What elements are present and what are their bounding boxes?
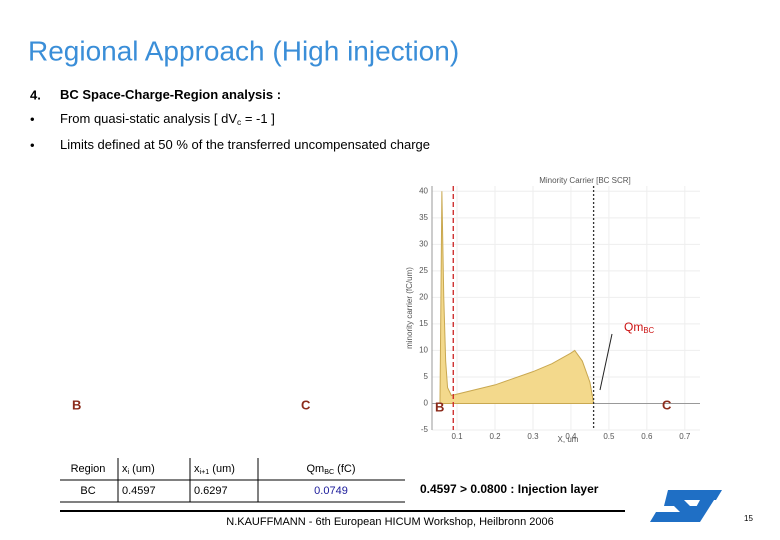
bullet-marker: • [30,137,35,152]
x-axis-label: X, um [558,435,579,444]
table-cell: 0.0749 [314,485,348,497]
y-tick-label: 0 [424,399,429,408]
rich-text: From quasi-static analysis [ dVc = -1 ] [60,111,275,127]
chart-annotation: C [662,397,672,412]
table-cell: 0.6297 [194,485,228,497]
y-tick-label: 35 [419,213,428,222]
rich-text: xi+1 (um) [194,463,235,476]
rich-text: QmBC [624,320,655,335]
text-tail: (um) [129,463,155,475]
st-logo [650,490,722,522]
y-tick-label: 30 [419,239,428,248]
table-cell: BC [80,485,95,497]
text-sub: i [128,468,130,476]
region-label: B [72,397,81,412]
y-tick-label: 10 [419,346,428,355]
text-main: Region [71,463,106,475]
x-tick-label: 0.2 [489,432,501,441]
text-sub: c [237,117,241,127]
table-cell: 0.4597 [122,485,156,497]
y-tick-label: 40 [419,186,428,195]
area [439,191,595,404]
x-tick-label: 0.4 [565,432,577,441]
x-tick-label: 0.1 [451,432,463,441]
chart-annotation: B [435,399,444,414]
text-tail: (fC) [334,463,355,475]
footer-text: N.KAUFFMANN - 6th European HICUM Worksho… [226,516,553,528]
note: 0.4597 > 0.0800 : Injection layer [420,482,599,496]
y-tick-label: 25 [419,266,428,275]
y-tick-label: 5 [424,372,429,381]
x-tick-label: 0.5 [603,432,615,441]
text-main: x [194,463,200,475]
bullet-marker: 4. [30,87,41,102]
rich-text: BC Space-Charge-Region analysis : [60,87,281,102]
text-main: Qm [306,463,324,475]
page-number: 15 [744,514,753,523]
text-main: Limits defined at 50 % of the transferre… [60,137,430,152]
x-tick-label: 0.6 [641,432,653,441]
rich-text: Limits defined at 50 % of the transferre… [60,137,430,152]
slide-title: Regional Approach (High injection) [28,35,459,66]
region-label: C [301,397,311,412]
x-tick-label: 0.3 [527,432,539,441]
y-tick-label: 15 [419,319,428,328]
text-sub: i+1 [200,468,210,476]
rich-text: Region [71,463,106,475]
text-main: BC Space-Charge-Region analysis : [60,87,281,102]
text-main: Qm [624,320,643,334]
rich-text: QmBC (fC) [306,463,355,476]
text-tail: = -1 ] [241,111,275,126]
y-tick-label: -5 [421,425,429,434]
bullet-marker: • [30,111,35,126]
text-sub: BC [324,468,334,476]
y-axis-label: minority carrier (fC/um) [405,267,414,349]
qm-arrow [599,333,613,391]
text-main: From quasi-static analysis [ dV [60,111,237,126]
text-tail: (um) [209,463,235,475]
text-main: x [122,463,128,475]
text-sub: BC [643,326,654,335]
y-tick-label: 20 [419,293,428,302]
rich-text: xi (um) [122,463,155,476]
x-tick-label: 0.7 [679,432,691,441]
chart-title: Minority Carrier [BC SCR] [539,176,631,185]
